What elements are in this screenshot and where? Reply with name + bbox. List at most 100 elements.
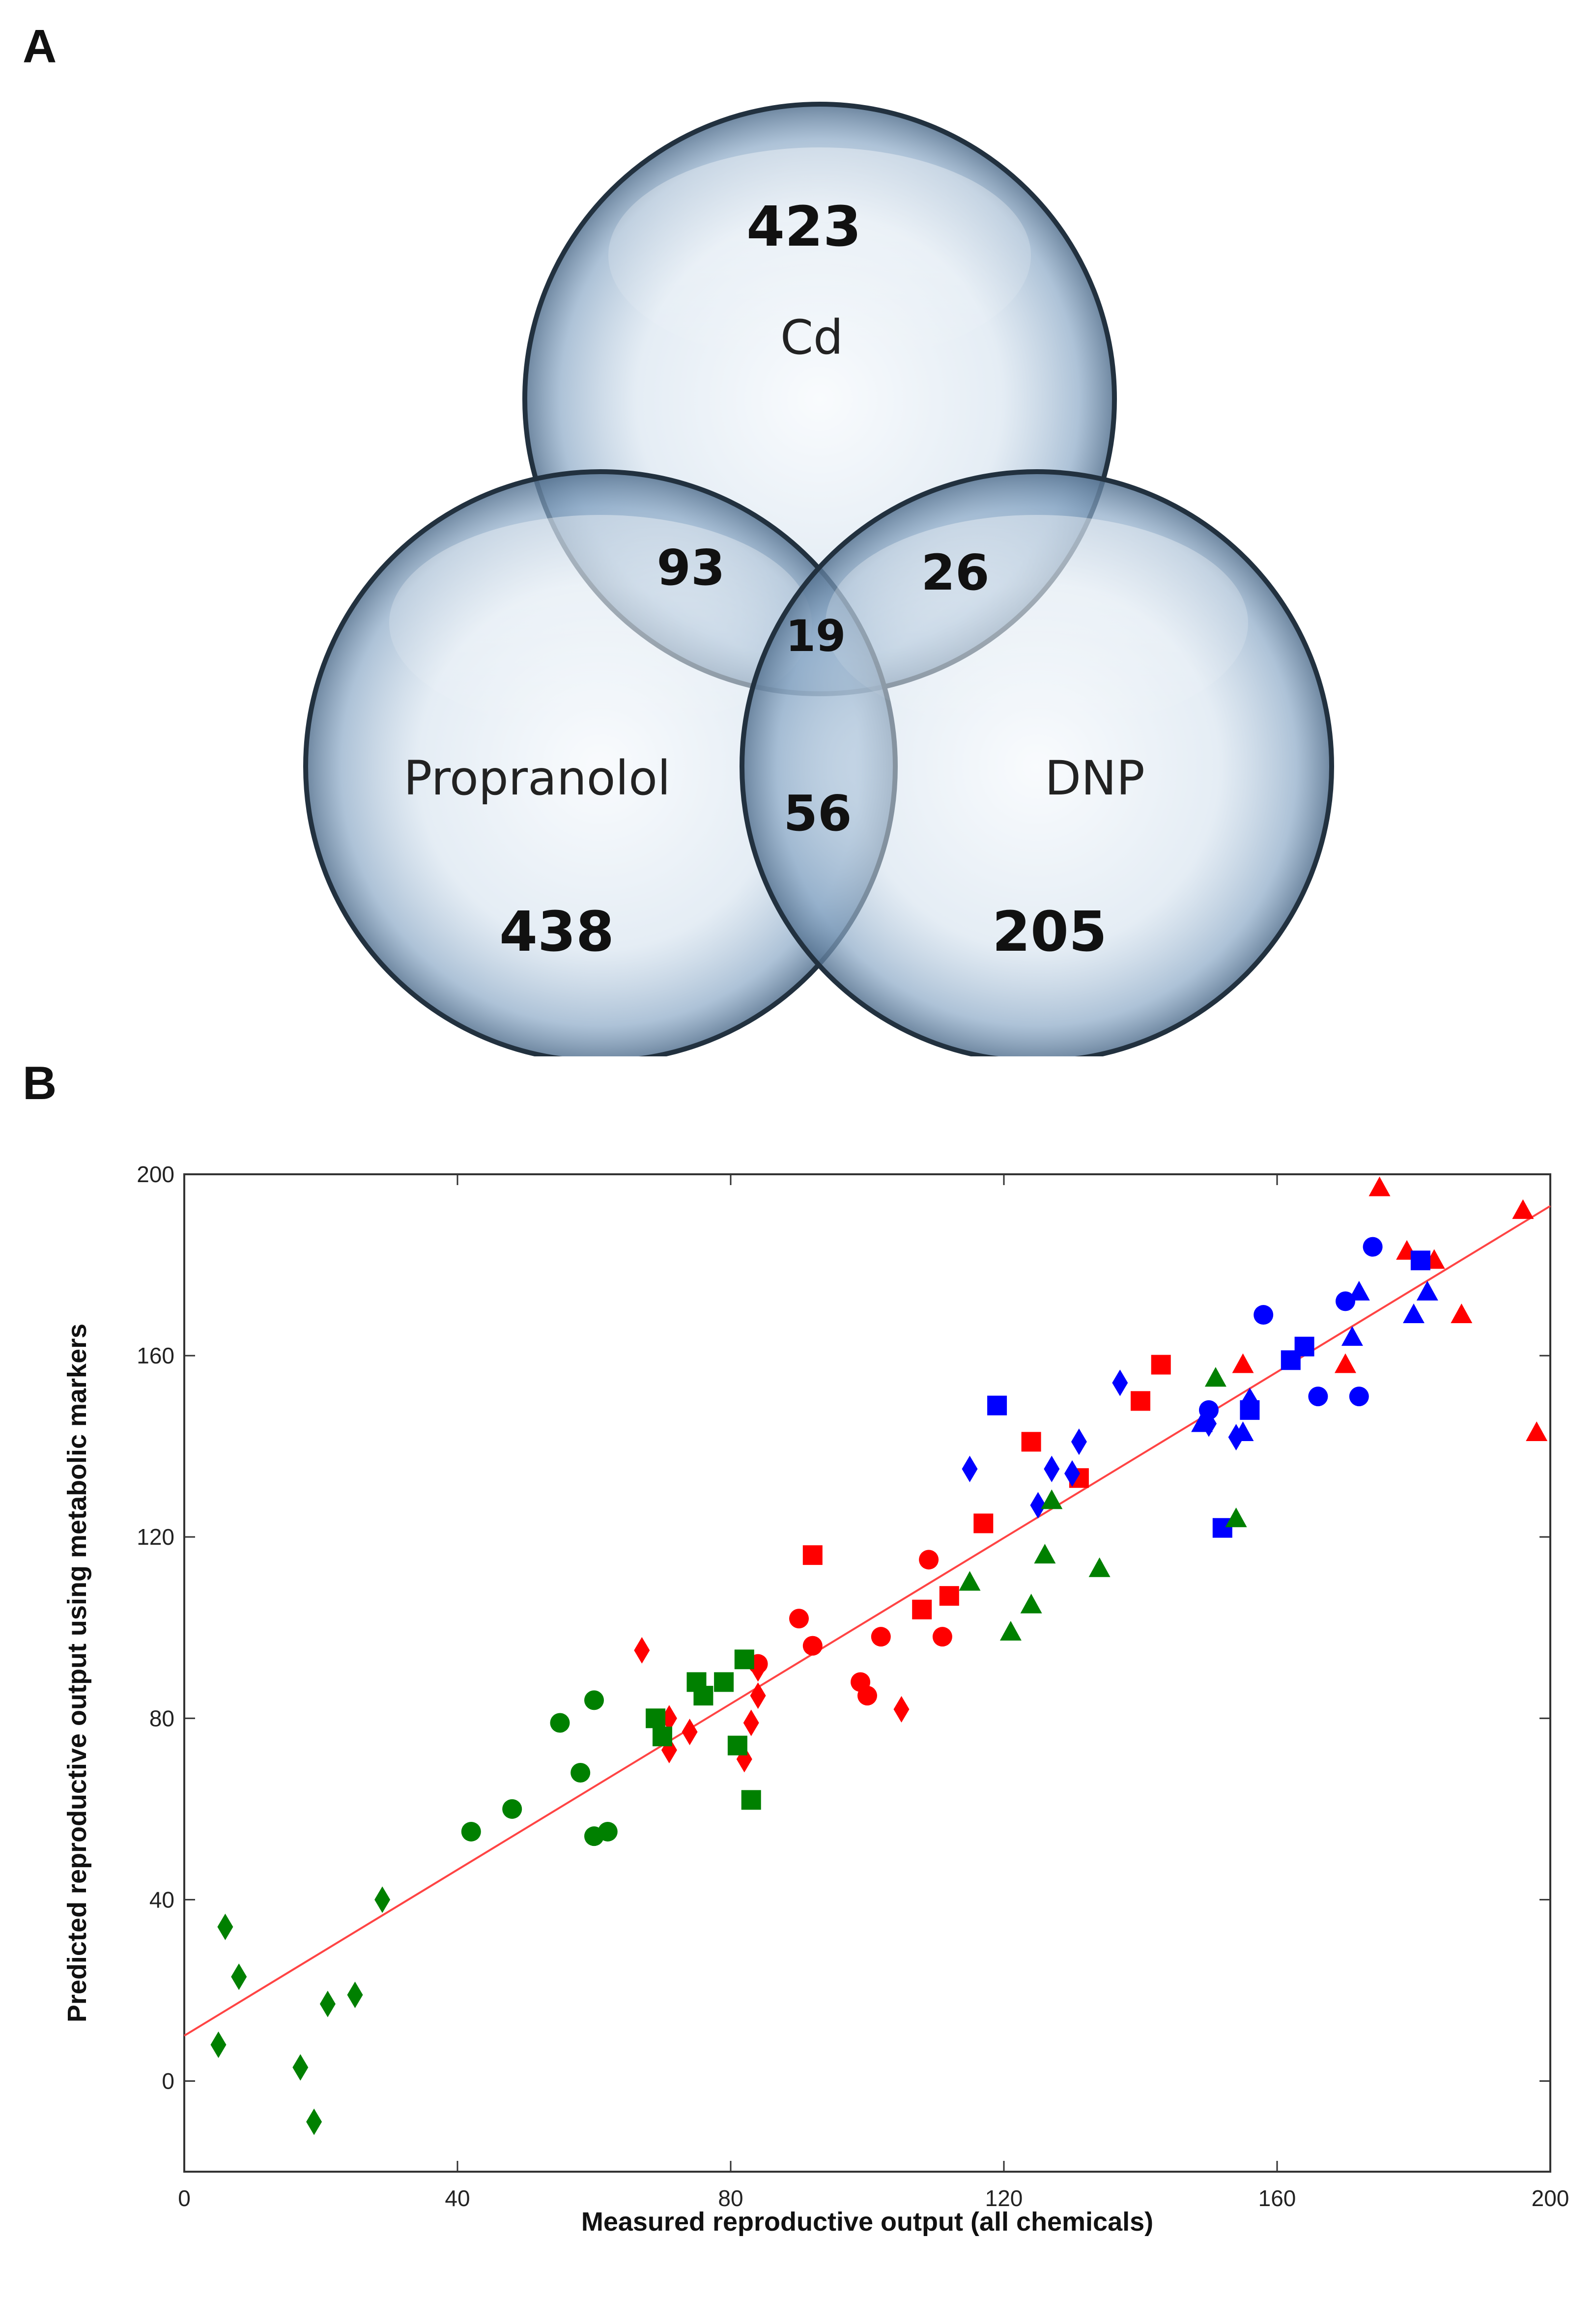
data-point-blue-diamond	[1044, 1455, 1060, 1482]
count-cd-propranolol: 93	[656, 539, 725, 596]
data-point-green-diamond	[292, 2054, 309, 2081]
data-point-blue-diamond	[962, 1455, 978, 1482]
data-point-red-triangle	[1368, 1176, 1391, 1196]
y-tick-label: 200	[137, 1162, 174, 1187]
x-tick-label: 40	[445, 2185, 470, 2211]
data-point-green-triangle	[1204, 1367, 1226, 1387]
data-point-green-diamond	[210, 2031, 227, 2058]
data-point-blue-circle	[1349, 1387, 1369, 1407]
data-point-red-square	[1021, 1432, 1041, 1452]
venn-circle-propranolol	[303, 469, 898, 1056]
data-point-blue-circle	[1336, 1291, 1355, 1311]
plot-area-frame	[183, 1173, 1551, 2173]
data-point-blue-triangle	[1341, 1326, 1363, 1346]
data-point-red-circle	[802, 1636, 823, 1656]
x-axis-ticks: 0 40 80 120 160 200	[178, 1174, 1569, 2211]
data-point-red-circle	[932, 1627, 952, 1647]
set-label-cd: Cd	[780, 310, 843, 365]
x-tick-label: 160	[1258, 2185, 1296, 2211]
data-point-red-diamond	[682, 1718, 698, 1745]
data-point-red-square	[802, 1545, 823, 1565]
data-point-red-diamond	[893, 1696, 910, 1723]
y-tick-label: 40	[149, 1887, 174, 1912]
data-point-green-triangle	[1034, 1544, 1056, 1564]
scatter-chart: 0 40 80 120 160 200 0 40 80 120 160 200 Measured r…	[62, 1162, 1569, 2237]
data-point-green-triangle	[1088, 1557, 1111, 1577]
data-point-green-square	[714, 1672, 734, 1692]
data-point-blue-triangle	[1191, 1412, 1213, 1432]
data-point-green-triangle	[999, 1620, 1022, 1641]
y-tick-label: 120	[137, 1524, 174, 1550]
data-point-red-circle	[919, 1550, 939, 1570]
venn-circle-dnp	[740, 469, 1334, 1056]
data-point-red-square	[1151, 1355, 1171, 1375]
panel-label-a: A	[23, 20, 57, 73]
y-axis-label: Predicted reproductive output using meta…	[62, 1324, 92, 2022]
data-point-red-triangle	[1335, 1353, 1356, 1373]
data-point-red-triangle	[1232, 1353, 1254, 1373]
x-tick-label: 0	[178, 2185, 191, 2211]
data-point-green-triangle	[1225, 1507, 1247, 1528]
data-point-blue-triangle	[1348, 1280, 1370, 1301]
data-point-blue-triangle	[1232, 1421, 1254, 1441]
count-cd-dnp: 26	[921, 544, 989, 601]
count-cd-only: 423	[746, 195, 861, 259]
fit-line-layer	[183, 1205, 1551, 2037]
y-tick-label: 0	[162, 2068, 174, 2094]
data-point-green-square	[741, 1790, 761, 1810]
data-point-green-triangle	[1020, 1593, 1042, 1614]
data-point-green-diamond	[217, 1913, 233, 1940]
data-point-green-triangle	[1041, 1489, 1063, 1509]
data-point-blue-triangle	[1403, 1304, 1425, 1324]
data-point-green-square	[727, 1735, 747, 1756]
x-tick-label: 200	[1532, 2185, 1569, 2211]
y-axis-ticks: 0 40 80 120 160 200	[137, 1162, 1550, 2094]
data-point-red-square	[912, 1599, 932, 1619]
x-tick-label: 80	[718, 2185, 743, 2211]
x-tick-label: 120	[985, 2185, 1023, 2211]
data-point-green-circle	[598, 1821, 618, 1842]
data-point-blue-circle	[1308, 1387, 1328, 1407]
data-point-red-circle	[857, 1686, 877, 1706]
data-point-green-diamond	[374, 1886, 391, 1913]
data-point-blue-diamond	[1030, 1492, 1046, 1519]
data-point-green-circle	[570, 1763, 591, 1783]
data-point-green-square	[653, 1727, 672, 1747]
count-propranolol-dnp: 56	[783, 785, 852, 842]
data-point-red-circle	[789, 1609, 809, 1629]
data-point-blue-diamond	[1112, 1369, 1128, 1396]
data-point-red-square	[939, 1586, 959, 1606]
data-points-layer	[210, 1176, 1548, 2135]
data-point-red-diamond	[750, 1682, 766, 1709]
data-point-blue-diamond	[1064, 1460, 1080, 1487]
data-point-green-diamond	[306, 2108, 322, 2135]
data-point-red-triangle	[1512, 1199, 1534, 1219]
data-point-blue-square	[987, 1395, 1007, 1416]
count-all-three: 19	[786, 611, 846, 661]
data-point-green-diamond	[231, 1963, 247, 1990]
data-point-blue-triangle	[1416, 1280, 1438, 1301]
data-point-green-square	[734, 1649, 754, 1670]
data-point-blue-circle	[1363, 1237, 1383, 1257]
data-point-green-square	[693, 1686, 713, 1706]
regression-line	[183, 1205, 1551, 2037]
data-point-red-diamond	[743, 1709, 759, 1736]
data-point-green-square	[646, 1708, 666, 1729]
set-label-propranolol: Propranolol	[403, 751, 670, 806]
x-axis-label: Measured reproductive output (all chemic…	[581, 2207, 1153, 2237]
data-point-blue-square	[1294, 1336, 1314, 1357]
y-tick-label: 80	[149, 1705, 174, 1731]
data-point-red-diamond	[634, 1637, 650, 1664]
set-label-dnp: DNP	[1045, 751, 1145, 806]
data-point-blue-square	[1410, 1250, 1430, 1271]
data-point-red-triangle	[1451, 1304, 1473, 1324]
data-point-green-circle	[550, 1713, 570, 1733]
data-point-green-triangle	[959, 1571, 981, 1591]
data-point-blue-square	[1240, 1400, 1260, 1420]
data-point-red-triangle	[1526, 1421, 1548, 1441]
data-point-red-square	[1131, 1391, 1150, 1411]
data-point-green-circle	[461, 1821, 481, 1842]
data-point-green-circle	[502, 1799, 522, 1819]
data-point-green-diamond	[347, 1982, 363, 2009]
data-point-red-square	[973, 1513, 994, 1533]
